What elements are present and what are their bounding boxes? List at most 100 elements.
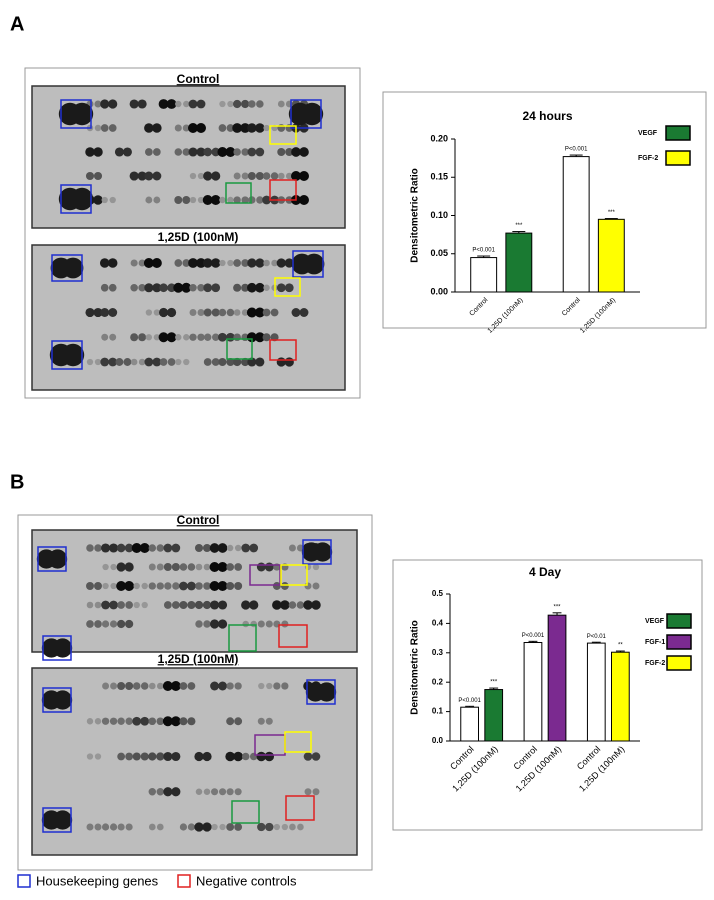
bar [484,689,504,742]
blot-dot [109,600,118,610]
blot-dot [241,283,250,292]
blot-dot [262,308,271,317]
legend-label: VEGF [645,618,665,625]
blot-dot [86,358,94,366]
blots [31,85,358,856]
blot-dot [158,332,169,343]
legend-label: FGF-2 [638,155,658,162]
blot-dot [312,788,320,796]
blot-dot [258,682,265,690]
blot-dot [189,333,197,341]
blot-dot [233,283,242,292]
blot-dot [109,543,119,553]
blot-dot [285,172,293,180]
blot-dot [94,823,102,831]
legend-swatch [666,655,692,671]
blot-dot [211,823,218,831]
blot-dot [108,99,118,109]
blot-dot [94,582,102,590]
blot-dot [202,258,213,268]
bar [470,257,498,293]
blot-dot [110,682,118,690]
blot-dot [109,620,118,628]
blot-dot [299,171,309,181]
blot-dot [101,333,109,341]
blot-dot [117,752,126,761]
blot-dot [272,600,282,610]
blot-dot [152,357,162,367]
blot-dot [233,309,241,316]
blot-dot [101,196,108,204]
blot-dot [138,259,146,267]
blot-dot [195,563,203,571]
blot-box [269,179,297,201]
blot-dot [234,717,243,726]
blot-dot [122,147,132,157]
blot-dot [130,259,138,267]
annotation: P<0.001 [472,248,495,254]
blot-dot [197,284,205,292]
key: Housekeeping genes Negative controls [17,873,297,888]
blot-dot [189,196,197,204]
blot-dot [183,358,190,366]
blot-dot [304,582,312,590]
annotation: *** [608,210,616,216]
blot-dot [209,619,220,629]
blot-dot [188,99,198,109]
blot-dot [148,544,157,552]
bar [611,651,630,742]
blot-dot [148,788,156,796]
blot-dot [297,823,304,831]
blot-dot [175,100,182,108]
blot-dot [145,334,153,341]
blot-dot [234,563,243,571]
blot-dot [100,308,110,317]
blot-dot [148,717,157,726]
blot-dot [100,357,110,367]
blot-dot [148,823,156,831]
blot-dot [93,171,103,181]
bar [523,642,543,742]
blot-dot [197,196,205,204]
blot-dot [277,172,285,180]
chart-title: 24 hours [522,109,572,123]
blot-dot [254,332,265,343]
annotation: ** [618,643,623,649]
blot-dot [217,581,228,591]
blot-dot [70,187,94,211]
blot-dot [232,357,242,367]
blot-dot [152,171,162,181]
blot-dot [139,543,150,553]
blot-dot [255,357,265,367]
blot-dot [196,147,206,157]
blot-dot [182,124,190,132]
blot-dot [211,358,220,366]
blot-dot [262,195,271,205]
blot-dot [53,638,73,658]
blot-dot [152,123,162,133]
blot-frame [24,67,361,399]
blot-dot [194,822,204,832]
blot-dot [163,562,172,572]
blot-dot [204,333,212,341]
panel-label: B [10,471,24,493]
blot-dot [233,99,242,109]
blot-dot [195,582,203,590]
blot-dot [226,682,234,690]
blot-dot [117,717,125,725]
blot-dot [299,308,309,317]
blot-dot [94,601,102,609]
blot-dot [156,682,164,690]
blot-dot [288,601,297,609]
blot-dot [255,147,265,157]
blot-dot [130,283,138,292]
y-tick-label: 0.2 [432,677,444,686]
blot-dot [265,620,273,628]
blot-dot [276,357,286,367]
blot-dot [117,681,126,691]
blot-dot [110,563,117,571]
blot-dot [288,544,296,552]
blot-dot [188,258,198,268]
blot-dot [138,333,147,342]
blot-dot [114,147,124,157]
